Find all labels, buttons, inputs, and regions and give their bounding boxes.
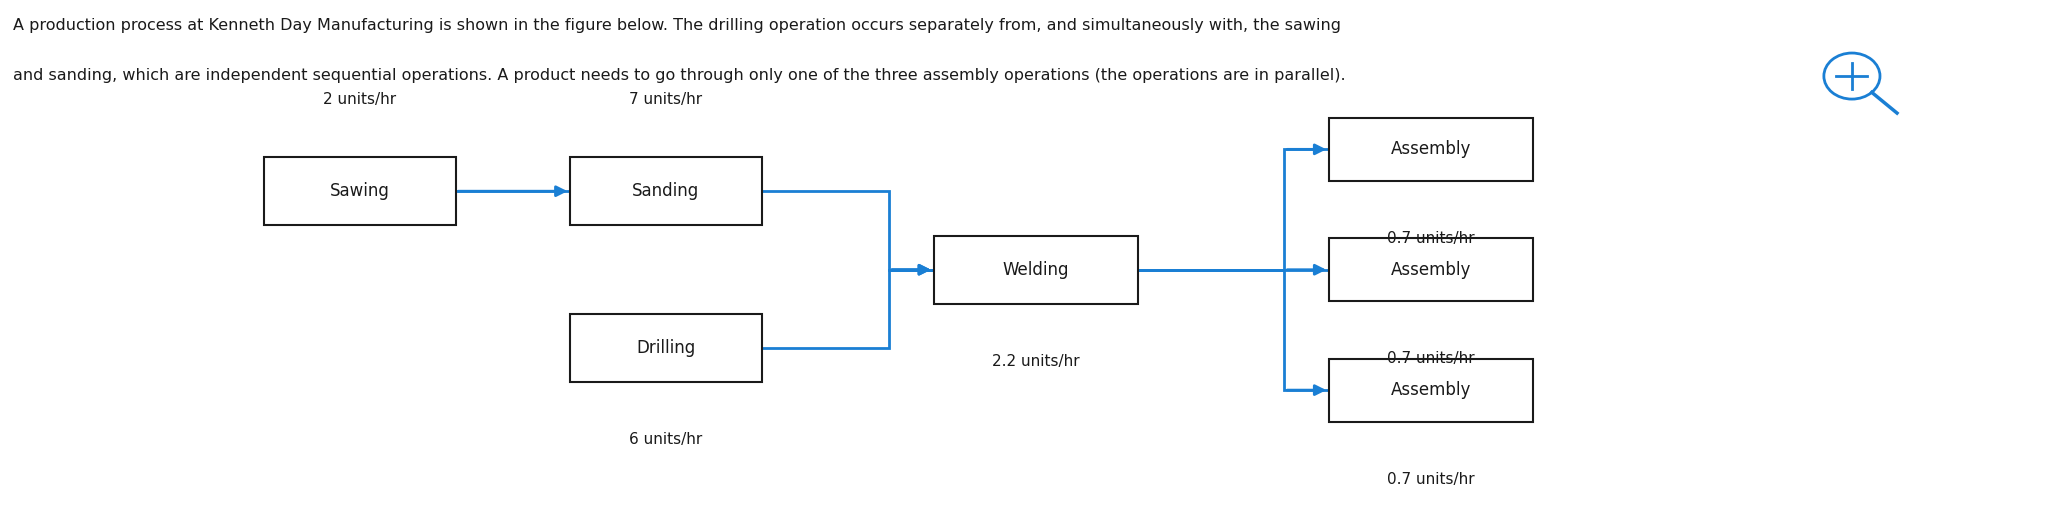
Text: 0.7 units/hr: 0.7 units/hr [1387, 472, 1475, 487]
Text: Assembly: Assembly [1391, 261, 1471, 279]
FancyBboxPatch shape [571, 314, 761, 382]
FancyBboxPatch shape [933, 236, 1138, 304]
FancyBboxPatch shape [1330, 239, 1532, 301]
Text: Drilling: Drilling [636, 339, 696, 357]
Text: and sanding, which are independent sequential operations. A product needs to go : and sanding, which are independent seque… [12, 68, 1346, 83]
Text: 0.7 units/hr: 0.7 units/hr [1387, 351, 1475, 366]
FancyBboxPatch shape [264, 157, 456, 225]
Text: Welding: Welding [1003, 261, 1068, 279]
FancyBboxPatch shape [1330, 359, 1532, 422]
Text: 0.7 units/hr: 0.7 units/hr [1387, 231, 1475, 246]
Text: 2 units/hr: 2 units/hr [323, 92, 397, 107]
Text: Sanding: Sanding [632, 182, 700, 200]
Text: 2.2 units/hr: 2.2 units/hr [992, 354, 1080, 369]
Text: Assembly: Assembly [1391, 381, 1471, 399]
Text: Assembly: Assembly [1391, 140, 1471, 158]
FancyBboxPatch shape [1330, 118, 1532, 181]
Text: A production process at Kenneth Day Manufacturing is shown in the figure below. : A production process at Kenneth Day Manu… [12, 19, 1340, 33]
Text: Sawing: Sawing [329, 182, 391, 200]
Text: 6 units/hr: 6 units/hr [630, 432, 702, 448]
FancyBboxPatch shape [571, 157, 761, 225]
Text: 7 units/hr: 7 units/hr [630, 92, 702, 107]
